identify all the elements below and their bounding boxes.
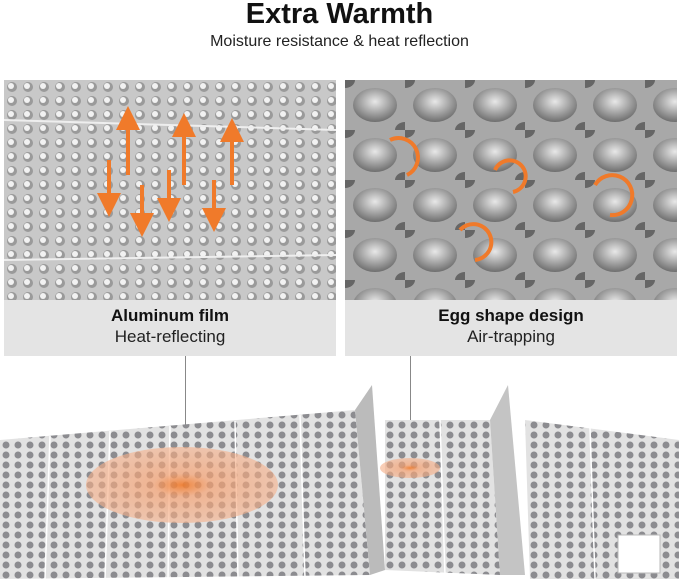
heat-zone-right [380, 458, 440, 478]
egg-shape-caption: Egg shape design Air-trapping [345, 300, 677, 356]
page-subtitle: Moisture resistance & heat reflection [210, 33, 469, 50]
panel-heading: Egg shape design [438, 306, 584, 325]
panel-subheading: Air-trapping [467, 327, 555, 346]
sleeping-pad-illustration [0, 380, 679, 580]
egg-shape-image [345, 80, 677, 300]
pointer-line-right [410, 356, 411, 466]
panel-heading: Aluminum film [110, 306, 230, 325]
egg-shape-panel: Egg shape design Air-trapping [345, 80, 677, 356]
heat-zone-left [86, 447, 278, 523]
aluminum-film-panel: Aluminum film Heat-reflecting [4, 80, 336, 356]
panel-subheading: Heat-reflecting [114, 327, 226, 346]
page-title: Extra Warmth [245, 0, 434, 30]
aluminum-film-caption: Aluminum film Heat-reflecting [4, 300, 336, 356]
aluminum-film-image [4, 80, 336, 300]
pointer-line-left [185, 356, 186, 481]
